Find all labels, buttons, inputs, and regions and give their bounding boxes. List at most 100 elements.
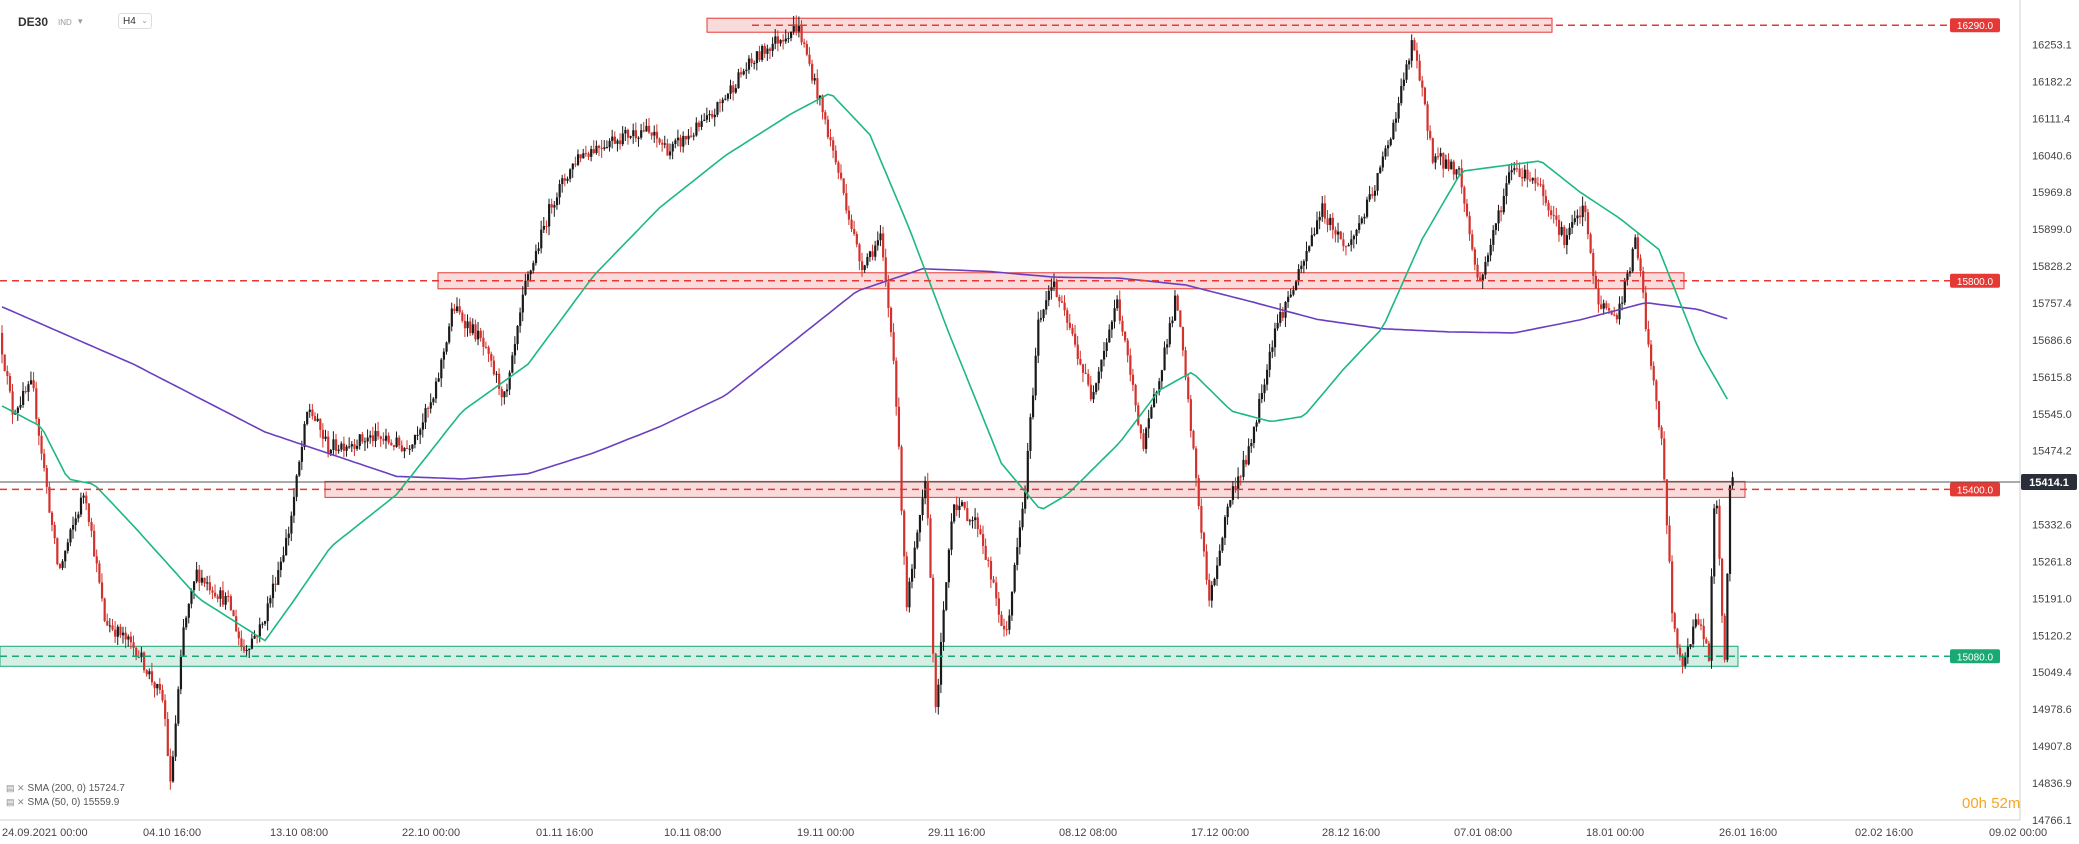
candle[interactable]: [732, 80, 735, 101]
candle[interactable]: [164, 694, 167, 727]
candle[interactable]: [145, 669, 148, 677]
candle[interactable]: [1468, 211, 1471, 241]
candle[interactable]: [1297, 264, 1300, 286]
candle[interactable]: [1326, 210, 1329, 233]
candle[interactable]: [1452, 159, 1455, 181]
candle[interactable]: [206, 575, 209, 591]
candle[interactable]: [6, 365, 9, 385]
candle[interactable]: [66, 538, 69, 554]
candle[interactable]: [934, 652, 937, 713]
candle[interactable]: [1050, 278, 1053, 300]
candle[interactable]: [319, 418, 322, 438]
candle[interactable]: [613, 131, 616, 145]
candle[interactable]: [1010, 591, 1014, 621]
candle[interactable]: [761, 44, 764, 62]
candle[interactable]: [53, 521, 56, 545]
candle[interactable]: [753, 60, 756, 70]
candle[interactable]: [1079, 350, 1082, 366]
candle[interactable]: [955, 496, 958, 517]
candle[interactable]: [348, 437, 351, 449]
candle[interactable]: [1415, 42, 1419, 69]
candle[interactable]: [1715, 500, 1718, 515]
candle[interactable]: [1276, 314, 1279, 331]
candle[interactable]: [335, 433, 338, 455]
candle[interactable]: [316, 413, 319, 423]
candle[interactable]: [676, 129, 680, 147]
candle[interactable]: [758, 45, 761, 62]
candle[interactable]: [1124, 331, 1127, 343]
candle[interactable]: [1368, 185, 1371, 202]
candle[interactable]: [1705, 637, 1708, 644]
candle[interactable]: [1636, 232, 1640, 261]
candle[interactable]: [1168, 316, 1171, 348]
candle[interactable]: [45, 464, 48, 494]
candle[interactable]: [484, 341, 488, 349]
candle[interactable]: [1418, 54, 1421, 82]
candle[interactable]: [889, 306, 893, 337]
candle[interactable]: [19, 396, 22, 410]
candle[interactable]: [169, 748, 172, 790]
candle[interactable]: [390, 439, 393, 446]
candle[interactable]: [79, 492, 83, 518]
candle[interactable]: [424, 403, 427, 429]
candle[interactable]: [713, 108, 716, 127]
candle[interactable]: [1413, 37, 1416, 51]
candle[interactable]: [647, 117, 651, 134]
candle[interactable]: [950, 513, 953, 556]
candle[interactable]: [650, 132, 653, 140]
candle[interactable]: [1426, 101, 1429, 140]
candle[interactable]: [369, 430, 372, 444]
level-tag[interactable]: [1950, 482, 2000, 497]
candle[interactable]: [616, 138, 619, 152]
candle[interactable]: [216, 593, 219, 603]
candle[interactable]: [190, 588, 193, 609]
candle[interactable]: [1557, 214, 1561, 242]
candle[interactable]: [221, 581, 225, 608]
candle[interactable]: [1347, 242, 1350, 247]
candle[interactable]: [1242, 450, 1245, 481]
candle[interactable]: [663, 135, 666, 149]
candle[interactable]: [1634, 234, 1637, 250]
candle[interactable]: [1492, 225, 1495, 252]
candle[interactable]: [448, 323, 451, 345]
candle[interactable]: [82, 492, 85, 504]
candle[interactable]: [995, 576, 998, 607]
candle[interactable]: [1542, 179, 1545, 206]
candle[interactable]: [968, 518, 972, 526]
candle[interactable]: [1305, 241, 1308, 270]
candle[interactable]: [1131, 368, 1135, 392]
candle[interactable]: [400, 440, 403, 453]
candle[interactable]: [697, 120, 701, 132]
candle[interactable]: [1565, 228, 1569, 255]
candle[interactable]: [379, 435, 382, 447]
candle[interactable]: [1376, 172, 1379, 196]
candle[interactable]: [1707, 640, 1711, 663]
candle[interactable]: [711, 110, 714, 120]
candle[interactable]: [511, 352, 514, 374]
candle[interactable]: [1055, 278, 1058, 298]
candle[interactable]: [545, 220, 548, 234]
candle[interactable]: [516, 325, 519, 351]
candle[interactable]: [1181, 326, 1185, 357]
candle[interactable]: [1363, 213, 1366, 225]
candle[interactable]: [43, 448, 46, 472]
candle[interactable]: [1339, 230, 1342, 240]
candle[interactable]: [1723, 613, 1726, 663]
candle[interactable]: [1189, 394, 1192, 438]
candle[interactable]: [214, 584, 217, 599]
candle[interactable]: [679, 134, 682, 153]
candle[interactable]: [227, 590, 230, 603]
candle[interactable]: [1084, 363, 1087, 375]
candle[interactable]: [1097, 366, 1100, 391]
candle[interactable]: [140, 646, 143, 663]
candle[interactable]: [1034, 347, 1037, 401]
candle[interactable]: [1602, 299, 1605, 315]
candle[interactable]: [29, 371, 33, 385]
candle[interactable]: [279, 557, 282, 578]
candle[interactable]: [987, 557, 990, 568]
candle[interactable]: [198, 564, 201, 592]
candle[interactable]: [837, 160, 840, 180]
candle[interactable]: [658, 137, 661, 145]
candle[interactable]: [1187, 373, 1190, 403]
candle[interactable]: [574, 156, 577, 168]
